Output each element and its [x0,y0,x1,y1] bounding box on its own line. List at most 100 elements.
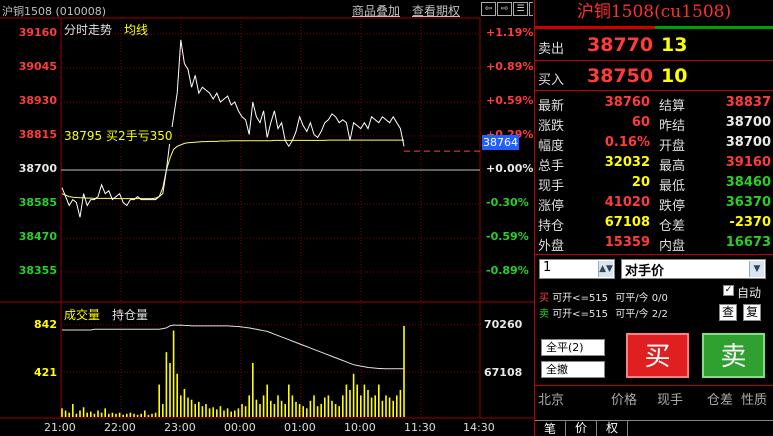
chart-canvas[interactable] [0,0,534,436]
price-tick: 39160 [18,26,57,39]
query-button[interactable]: 查 [719,304,737,321]
chevron-down-icon[interactable]: ▼ [749,261,764,277]
buy-closable-label: 可平/今 [615,293,649,304]
divider [535,385,773,386]
tab-price[interactable]: 价 [566,421,597,436]
buy-label: 买入 [538,73,565,88]
stat-value: 60 [631,115,650,130]
stat-label: 幅度 [538,139,565,154]
stat-label: 仓差 [659,219,686,234]
price-mode-select[interactable]: 对手价 ▼ [621,259,766,279]
stat-label: 结算 [659,99,686,114]
stat-label: 外盘 [538,239,565,254]
grid-icon[interactable] [529,2,533,16]
stat-label: 跌停 [659,199,686,214]
chart-label: 分时走势 [64,23,113,37]
stat-label: 涨停 [538,199,565,214]
column-header: 仓差 [707,393,734,408]
spin-icon[interactable]: ▲▼ [598,261,613,277]
volume-label: 成交量 [64,308,101,322]
stat-row: 涨跌 60 昨结 38700 [535,114,773,134]
open-interest-tick: 70260 [484,318,523,331]
stat-value: 16673 [725,235,771,250]
stat-value: 41020 [604,195,650,210]
buy-openable: 可开<=515 [552,293,609,304]
open-interest-label: 持仓量 [112,308,149,322]
stat-value: 38460 [725,175,771,190]
stat-row: 持仓 67108 仓差 -2370 [535,214,773,234]
volume-tick: 842 [34,318,57,331]
percent-tick: -0.30% [486,196,529,209]
price-tick: 38355 [18,264,57,277]
stat-label: 开盘 [659,139,686,154]
cancel-all-button[interactable]: 全撤 [541,361,605,378]
time-tick: 00:00 [224,421,256,434]
stat-label: 涨跌 [538,119,565,134]
buy-price: 38750 [587,65,654,87]
quantity-stepper[interactable]: 1 ▲▼ [539,259,615,279]
cursor-info: 38795 买2手亏350 [63,127,174,144]
buy-button[interactable]: 买 [626,333,689,378]
sell-button[interactable]: 卖 [702,333,765,378]
stat-value: 38760 [604,95,650,110]
stat-value: 15359 [604,235,650,250]
tab-ticks[interactable]: 笔 [535,421,566,436]
current-price-tag: 38764 [482,135,519,150]
price-tick: 38700 [18,162,57,175]
sell-qty: 13 [661,34,688,56]
stat-value: 38700 [725,135,771,150]
percent-tick: +1.19% [486,26,534,39]
quote-panel: 沪铜1508(cu1508) 卖出 38770 13 买入 38750 10 最… [534,0,773,436]
symbol-title: 沪铜1508 (010008) [2,5,107,18]
stat-row: 幅度 0.16% 开盘 38700 [535,134,773,154]
column-header: 性质 [741,393,768,408]
stat-label: 内盘 [659,239,686,254]
price-tick: 38930 [18,94,57,107]
sell-label: 卖出 [538,42,565,57]
close-all-button[interactable]: 全平(2) [541,339,605,356]
divider [535,90,773,91]
buy-closable-value: 0/0 [651,293,668,304]
menu-icon[interactable]: ☰ [513,2,528,16]
time-tick: 14:30 [463,421,495,434]
price-tick: 38815 [18,128,57,141]
divider [535,60,773,61]
stat-label: 现手 [538,179,565,194]
open-interest-tick: 67108 [484,366,523,379]
stat-row: 最新 38760 结算 38837 [535,94,773,114]
buy-side-label: 买 [539,293,549,304]
percent-tick: -0.59% [486,230,529,243]
sell-closable-value: 2/2 [651,309,668,320]
buy-qty: 10 [661,65,688,87]
auto-checkbox[interactable]: ✓ [723,285,734,296]
divider [535,420,773,421]
stat-label: 昨结 [659,119,686,134]
percent-tick: +0.59% [486,94,534,107]
quantity-value: 1 [543,260,552,275]
percent-tick: -0.89% [486,264,529,277]
stat-row: 外盘 15359 内盘 16673 [535,234,773,254]
overlay-commodity-link[interactable]: 商品叠加 [352,4,401,18]
stat-value: -2370 [729,215,771,230]
stat-value: 20 [631,175,650,190]
ask-ratio-bar [655,26,773,29]
price-line [61,39,405,218]
stat-label: 最低 [659,179,686,194]
prev-icon[interactable]: ⇦ [481,2,496,16]
sell-side-label: 卖 [539,309,549,320]
next-icon[interactable]: ⇨ [497,2,512,16]
cursor-info-text: 38795 买2手亏350 [64,129,173,143]
stat-value: 36370 [725,195,771,210]
view-options-link[interactable]: 查看期权 [412,4,461,18]
price-tick: 39045 [18,60,57,73]
percent-tick: +0.89% [486,60,534,73]
stat-value: 67108 [604,215,650,230]
time-tick: 23:00 [164,421,196,434]
avg-line-label: 均线 [124,23,149,37]
price-mode-value: 对手价 [625,264,665,279]
panel-title: 沪铜1508(cu1508) [576,2,732,22]
tab-rights[interactable]: 权 [597,421,628,436]
stat-row: 总手 32032 最高 39160 [535,154,773,174]
stat-row: 现手 20 最低 38460 [535,174,773,194]
repeat-button[interactable]: 复 [743,304,761,321]
